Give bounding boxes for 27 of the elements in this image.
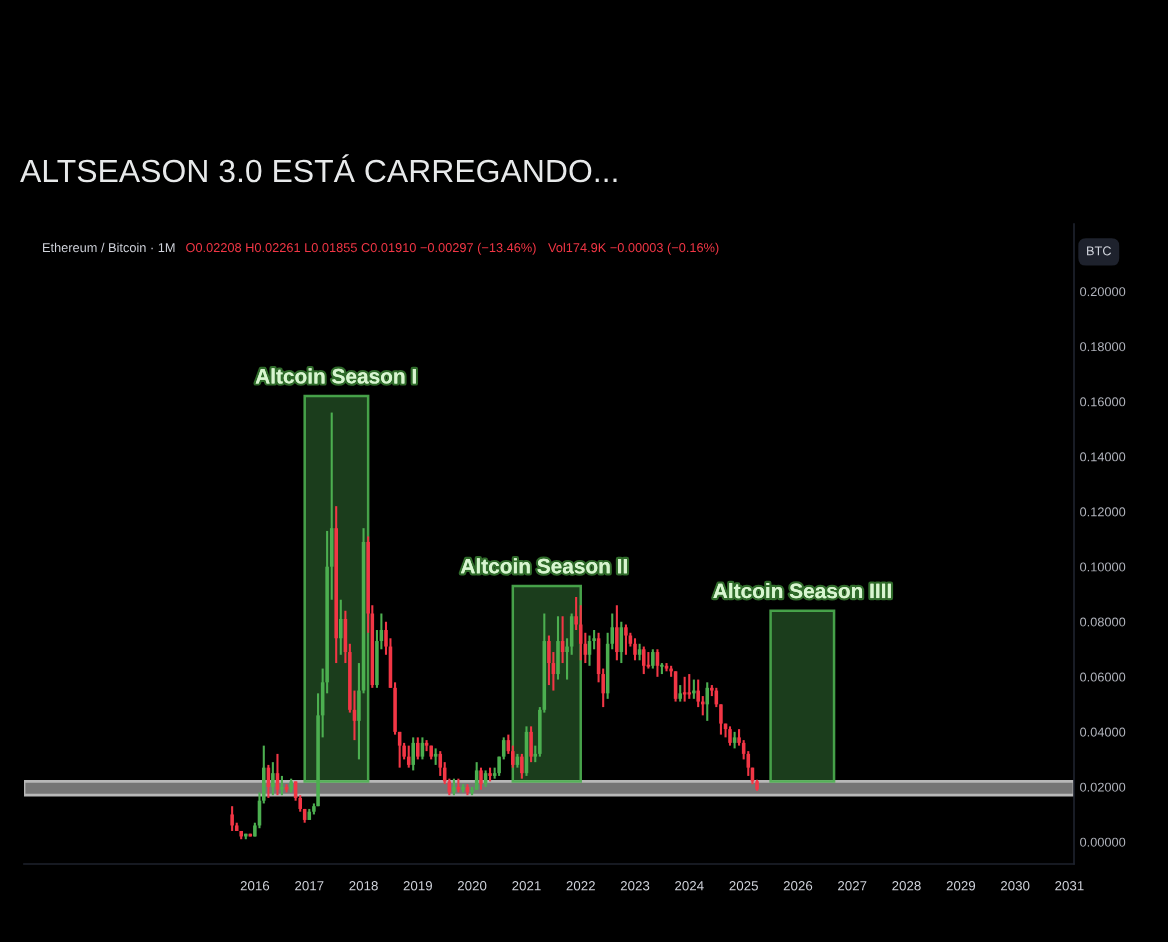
annotation: Altcoin Season I xyxy=(255,368,416,384)
candlestick xyxy=(271,761,275,797)
candlestick xyxy=(615,604,619,662)
candlestick xyxy=(520,752,524,780)
candlestick xyxy=(651,648,655,670)
candlestick xyxy=(411,736,415,772)
candlestick xyxy=(705,681,710,722)
candlestick xyxy=(416,736,420,761)
candlestick xyxy=(479,766,483,791)
candlestick xyxy=(280,774,284,797)
candlestick xyxy=(230,805,234,833)
candlestick xyxy=(529,725,533,764)
candlestick xyxy=(696,678,700,709)
candlestick xyxy=(438,750,443,777)
candlestick xyxy=(556,615,560,681)
candlestick xyxy=(624,623,628,656)
candlestick xyxy=(728,725,732,747)
annotation: Altcoin Season IIII xyxy=(713,583,891,599)
chart-title: ALTSEASON 3.0 ESTÁ CARREGANDO... xyxy=(20,154,617,183)
candlestick xyxy=(406,744,411,769)
annotation: Altcoin Season II xyxy=(460,558,627,574)
candlestick xyxy=(578,604,583,662)
candlestick xyxy=(641,645,646,676)
candlestick xyxy=(547,634,551,687)
candlestick xyxy=(633,637,637,662)
candlestick xyxy=(461,783,465,794)
candlestick xyxy=(339,598,343,656)
